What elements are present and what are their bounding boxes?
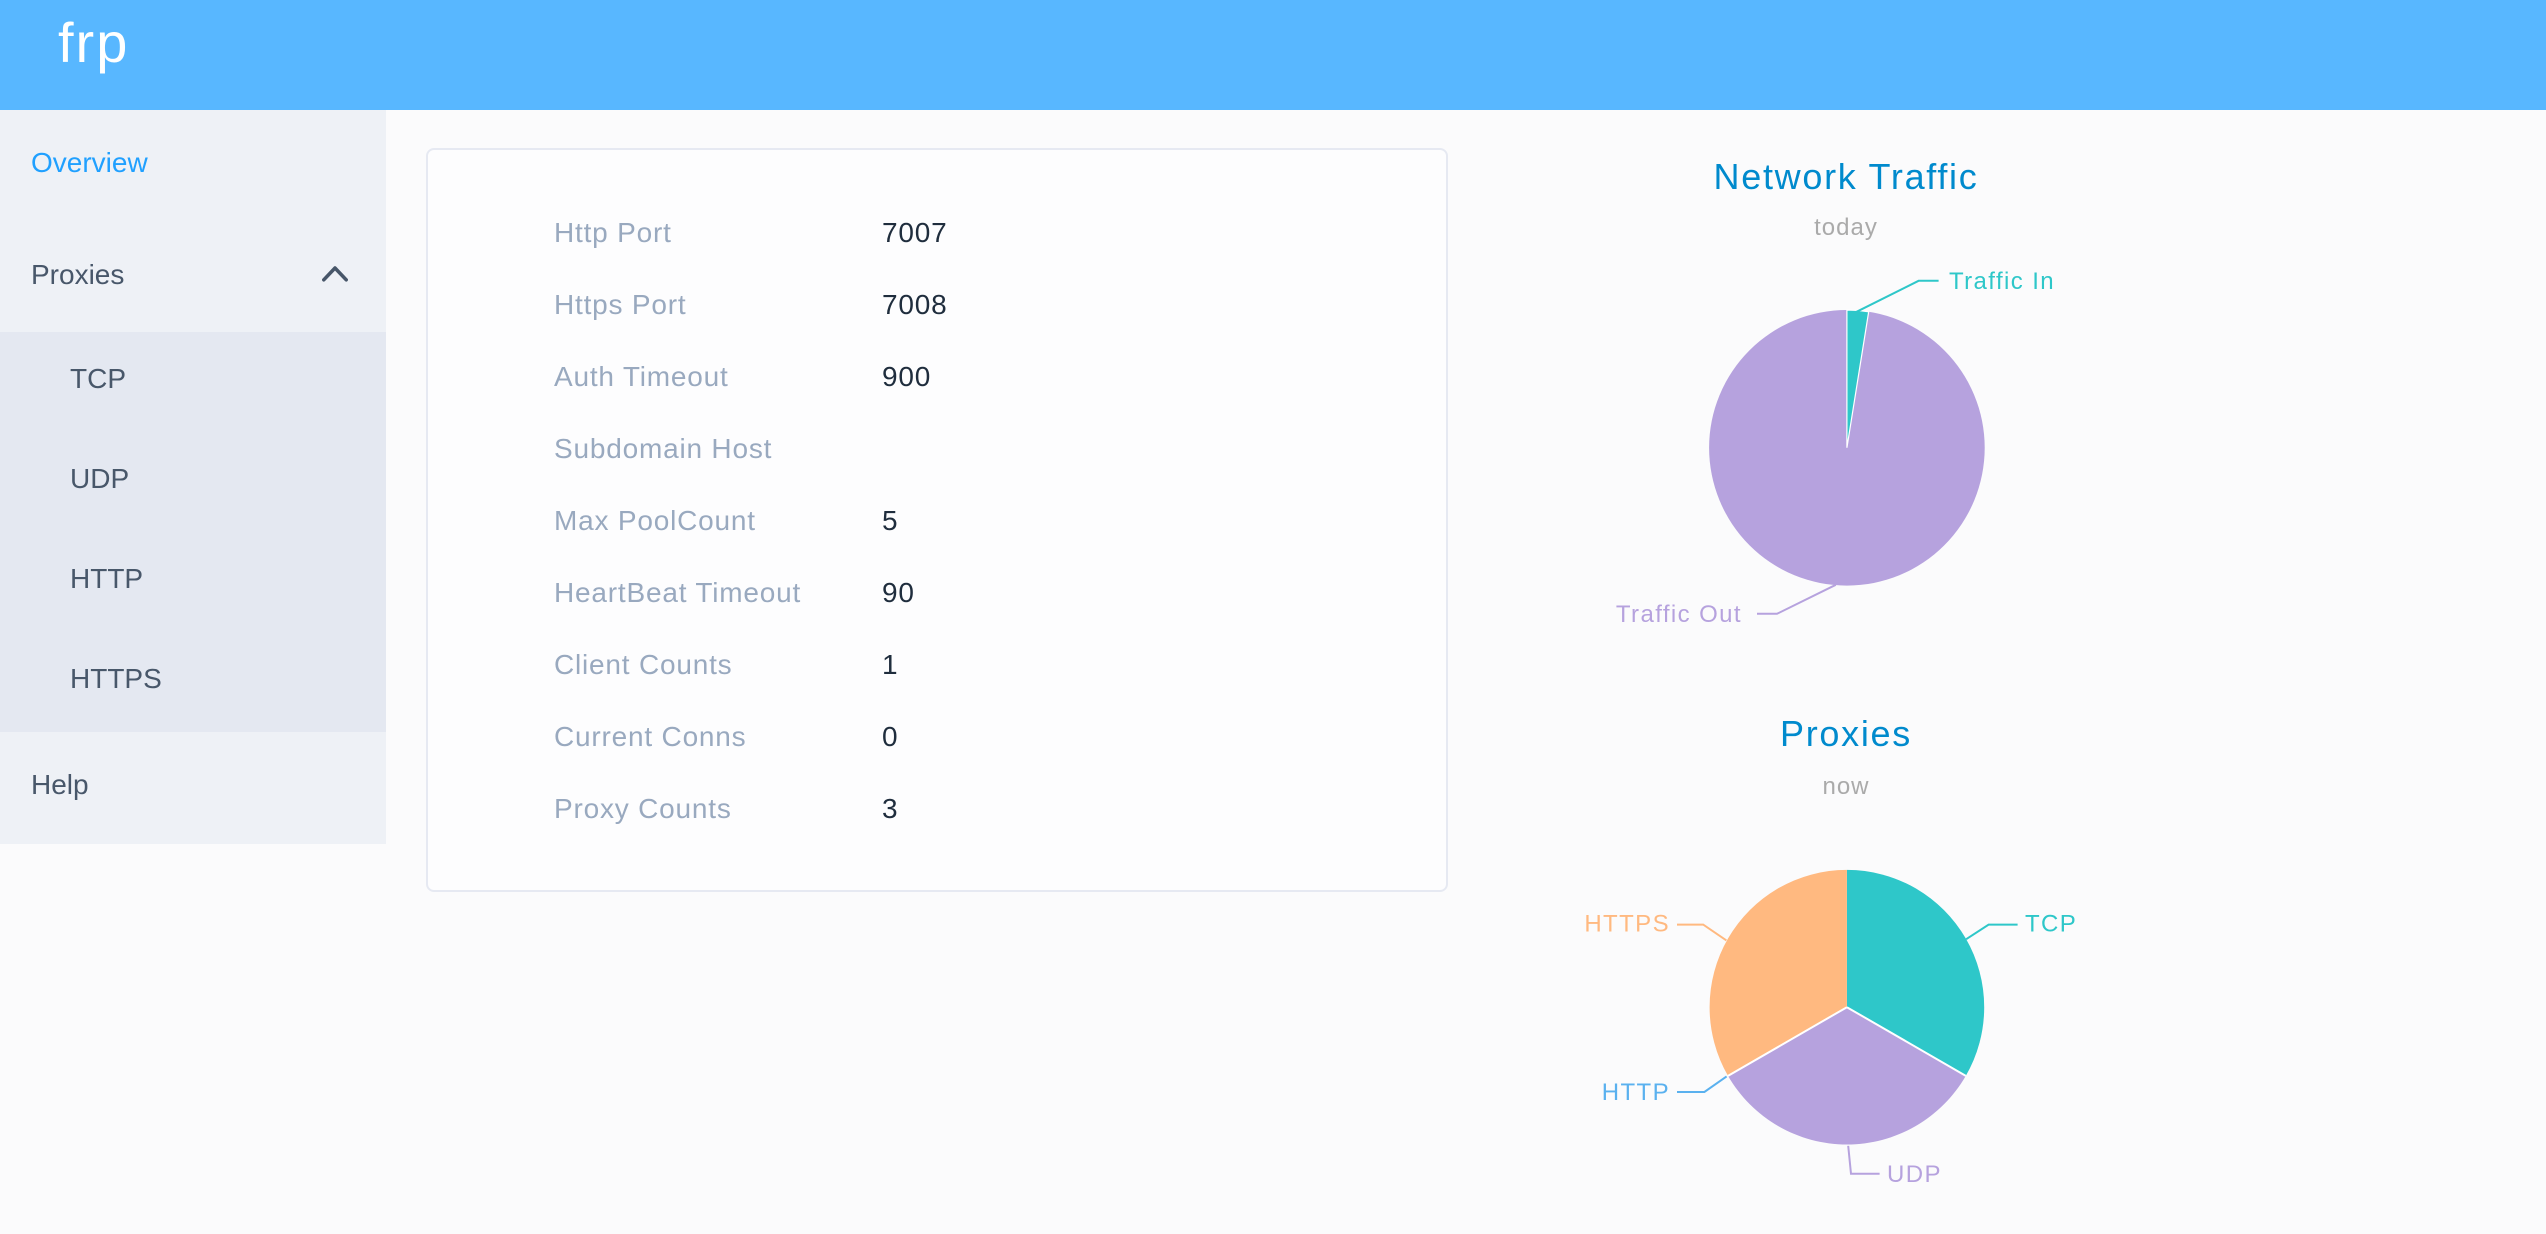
svg-text:Network Traffic: Network Traffic — [1714, 156, 1979, 197]
svg-text:UDP: UDP — [1887, 1161, 1942, 1188]
svg-text:today: today — [1814, 214, 1878, 241]
svg-text:HTTP: HTTP — [1602, 1079, 1670, 1106]
svg-text:Traffic In: Traffic In — [1949, 268, 2055, 295]
svg-text:now: now — [1822, 773, 1869, 800]
svg-text:TCP: TCP — [2025, 911, 2077, 938]
svg-text:Traffic Out: Traffic Out — [1616, 601, 1742, 628]
svg-text:Proxies: Proxies — [1780, 713, 1912, 754]
svg-text:HTTPS: HTTPS — [1584, 911, 1670, 938]
